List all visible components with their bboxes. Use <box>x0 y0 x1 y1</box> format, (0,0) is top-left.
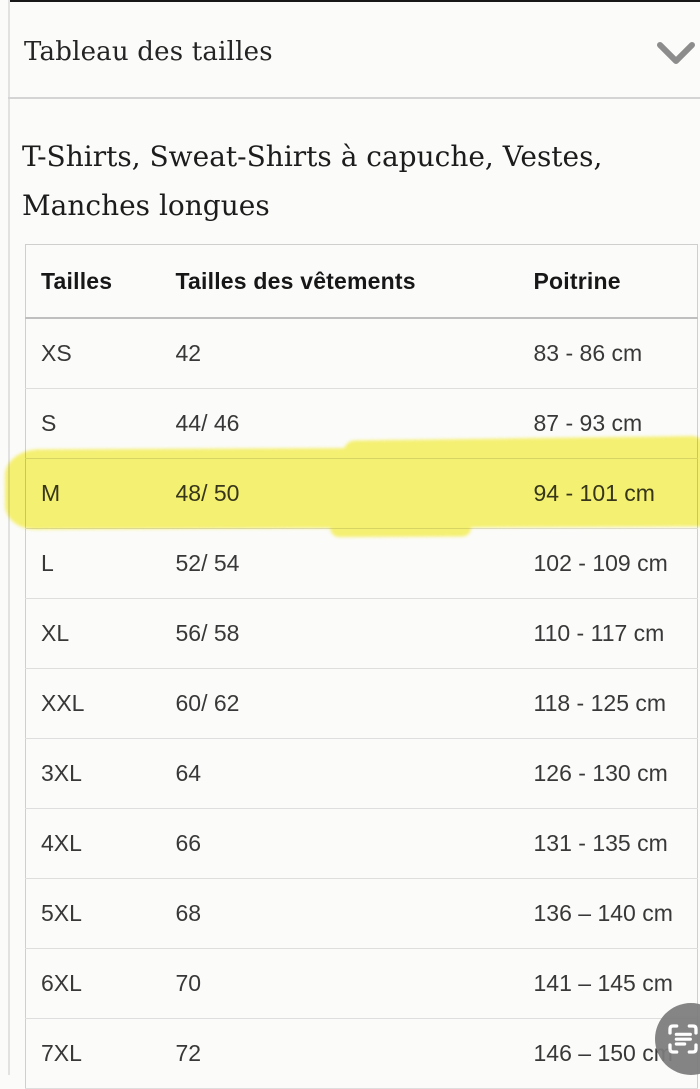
left-border-line <box>8 0 10 1075</box>
garment-cell: 64 <box>175 738 534 809</box>
garment-cell: 42 <box>175 318 534 389</box>
garment-cell: 56/ 58 <box>175 598 534 669</box>
size-table: Tailles Tailles des vêtements Poitrine X… <box>25 244 698 1089</box>
live-text-scan-icon <box>668 1024 698 1054</box>
size-cell: 7XL <box>25 1018 176 1089</box>
size-table-container: Tailles Tailles des vêtements Poitrine X… <box>4 244 700 1089</box>
size-cell: S <box>25 388 176 459</box>
table-row: 7XL 72 146 – 150 cm <box>25 1018 698 1089</box>
table-row: 4XL 66 131 - 135 cm <box>25 808 698 879</box>
garment-cell: 44/ 46 <box>175 388 534 459</box>
table-row: XS 42 83 - 86 cm <box>25 318 698 389</box>
table-row-highlighted: M 48/ 50 94 - 101 cm <box>25 458 698 529</box>
chest-cell: 87 - 93 cm <box>533 388 698 459</box>
chest-cell: 131 - 135 cm <box>533 808 698 879</box>
chest-cell: 83 - 86 cm <box>533 318 698 389</box>
table-row: 6XL 70 141 – 145 cm <box>25 948 698 1019</box>
chest-cell: 141 – 145 cm <box>533 948 698 1019</box>
column-header-sizes: Tailles <box>25 244 176 319</box>
chevron-down-icon[interactable] <box>656 41 696 67</box>
table-row: XL 56/ 58 110 - 117 cm <box>25 598 698 669</box>
table-row: 3XL 64 126 - 130 cm <box>25 738 698 809</box>
chest-cell: 136 – 140 cm <box>533 878 698 949</box>
size-cell: XXL <box>25 668 176 739</box>
table-row: L 52/ 54 102 - 109 cm <box>25 528 698 599</box>
garment-cell: 68 <box>175 878 534 949</box>
size-cell: 5XL <box>25 878 176 949</box>
size-cell: M <box>25 458 176 529</box>
garment-cell: 48/ 50 <box>175 458 534 529</box>
garment-cell: 52/ 54 <box>175 528 534 599</box>
top-border-line <box>8 0 700 2</box>
column-header-garment-sizes: Tailles des vêtements <box>175 244 534 319</box>
garment-cell: 72 <box>175 1018 534 1089</box>
chest-cell: 118 - 125 cm <box>533 668 698 739</box>
size-cell: 4XL <box>25 808 176 879</box>
table-row: 5XL 68 136 – 140 cm <box>25 878 698 949</box>
chest-cell: 126 - 130 cm <box>533 738 698 809</box>
panel-title: Tableau des tailles <box>24 37 273 67</box>
table-header-row: Tailles Tailles des vêtements Poitrine <box>25 244 698 319</box>
garment-cell: 70 <box>175 948 534 1019</box>
chest-cell: 94 - 101 cm <box>533 458 698 529</box>
accordion-header[interactable]: Tableau des tailles <box>24 30 696 74</box>
table-row: XXL 60/ 62 118 - 125 cm <box>25 668 698 739</box>
chest-cell: 110 - 117 cm <box>533 598 698 669</box>
table-row: S 44/ 46 87 - 93 cm <box>25 388 698 459</box>
garment-cell: 60/ 62 <box>175 668 534 739</box>
column-header-chest: Poitrine <box>533 244 698 319</box>
chest-cell: 102 - 109 cm <box>533 528 698 599</box>
section-heading: T-Shirts, Sweat-Shirts à capuche, Vestes… <box>22 140 603 222</box>
size-cell: 6XL <box>25 948 176 1019</box>
size-cell: XS <box>25 318 176 389</box>
size-cell: L <box>25 528 176 599</box>
header-divider <box>8 97 700 99</box>
size-cell: 3XL <box>25 738 176 809</box>
size-cell: XL <box>25 598 176 669</box>
garment-cell: 66 <box>175 808 534 879</box>
